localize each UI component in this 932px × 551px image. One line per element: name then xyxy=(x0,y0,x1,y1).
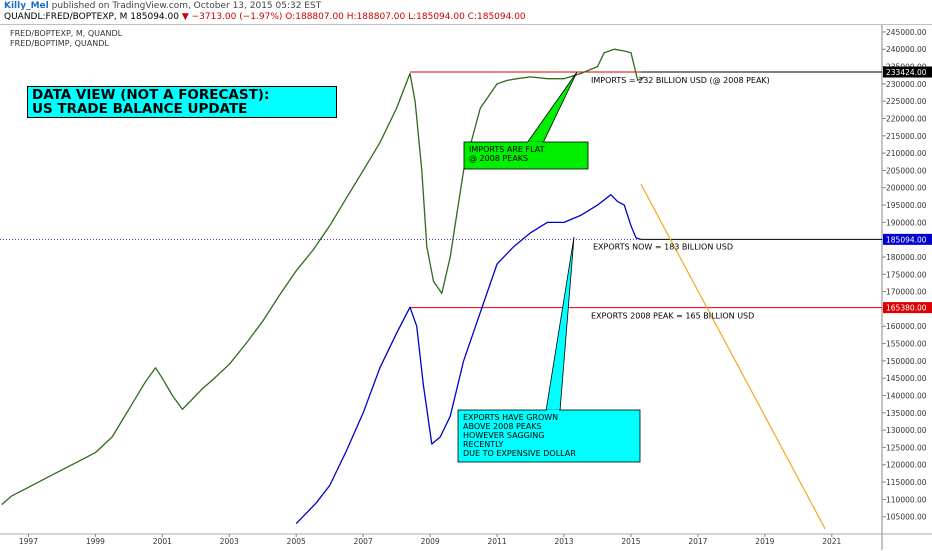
publish-info: Killy_Mel published on TradingView.com, … xyxy=(4,1,321,12)
title-box: DATA VIEW (NOT A FORECAST): US TRADE BAL… xyxy=(27,86,337,118)
exports-callout-text: RECENTLY xyxy=(463,440,504,449)
x-tick-label: 2001 xyxy=(153,537,172,546)
legend-exports[interactable]: FRED/BOPTEXP, M, QUANDL xyxy=(10,29,123,38)
exports-callout-pointer xyxy=(545,236,575,412)
x-tick-label: 2005 xyxy=(287,537,306,546)
exports-callout-box xyxy=(457,409,641,463)
price-change: ▼ −3713.00 (−1.97%) xyxy=(181,12,283,22)
y-tick-label: 215000.00 xyxy=(886,132,927,141)
imports-series-line xyxy=(1,48,645,506)
y-tick-label: 110000.00 xyxy=(886,495,927,504)
ohlc-values: O:188807.00 H:188807.00 L:185094.00 C:18… xyxy=(285,12,526,22)
legend: FRED/BOPTEXP, M, QUANDL FRED/BOPTIMP, QU… xyxy=(10,29,122,49)
exports-callout-text: HOWEVER SAGGING xyxy=(463,431,544,440)
y-tick-label: 205000.00 xyxy=(886,166,927,175)
x-tick-label: 2019 xyxy=(755,537,774,546)
chart-frame xyxy=(0,24,932,551)
x-tick-label: 2013 xyxy=(554,537,573,546)
y-tick-label: 120000.00 xyxy=(886,461,927,470)
y-tick-label: 245000.00 xyxy=(886,28,927,37)
y-tick-label: 220000.00 xyxy=(886,114,927,123)
symbol-info: QUANDL:FRED/BOPTEXP, M 185094.00 ▼ −3713… xyxy=(4,12,526,23)
exports-callout-text: DUE TO EXPENSIVE DOLLAR xyxy=(463,449,576,458)
y-tick-label: 180000.00 xyxy=(886,253,927,262)
x-tick-label: 1997 xyxy=(19,537,38,546)
imports-peak-price-label-bg xyxy=(883,66,932,78)
y-tick-label: 115000.00 xyxy=(886,478,927,487)
imports-callout-text: @ 2008 PEAKS xyxy=(469,154,528,163)
author-link[interactable]: Killy_Mel xyxy=(4,1,49,11)
exports-peak-price-label: 165380.00 xyxy=(886,304,927,313)
y-tick-label: 145000.00 xyxy=(886,374,927,383)
exports-callout-text: ABOVE 2008 PEAKS xyxy=(463,422,542,431)
imports-callout-text: IMPORTS ARE FLAT xyxy=(469,145,545,154)
symbol-name: QUANDL:FRED/BOPTEXP, M xyxy=(4,12,128,22)
title-line-2: US TRADE BALANCE UPDATE xyxy=(32,101,248,117)
y-tick-label: 170000.00 xyxy=(886,288,927,297)
imports-peak-price-label: 233424.00 xyxy=(886,68,927,77)
imports-callout-box xyxy=(463,141,589,170)
imports-annotation: IMPORTS = 232 BILLION USD (@ 2008 PEAK) xyxy=(591,76,770,85)
title-line-1: DATA VIEW (NOT A FORECAST): xyxy=(32,87,270,103)
imports-callout-pointer xyxy=(526,71,578,144)
exports-now-price-label: 185094.00 xyxy=(886,235,927,244)
exports-peak-annotation: EXPORTS 2008 PEAK = 165 BILLION USD xyxy=(591,312,754,321)
x-tick-label: 2009 xyxy=(421,537,440,546)
y-tick-label: 230000.00 xyxy=(886,80,927,89)
y-tick-label: 105000.00 xyxy=(886,513,927,522)
y-tick-label: 225000.00 xyxy=(886,97,927,106)
y-tick-label: 135000.00 xyxy=(886,409,927,418)
x-tick-label: 2021 xyxy=(822,537,841,546)
y-tick-label: 200000.00 xyxy=(886,184,927,193)
y-tick-label: 160000.00 xyxy=(886,322,927,331)
y-tick-label: 175000.00 xyxy=(886,270,927,279)
y-tick-label: 210000.00 xyxy=(886,149,927,158)
y-tick-label: 130000.00 xyxy=(886,426,927,435)
legend-imports[interactable]: FRED/BOPTIMP, QUANDL xyxy=(10,39,109,48)
exports-now-annotation: EXPORTS NOW = 183 BILLION USD xyxy=(593,242,733,251)
exports-peak-price-label-bg xyxy=(883,302,932,314)
y-tick-label: 190000.00 xyxy=(886,218,927,227)
exports-callout-text: EXPORTS HAVE GROWN xyxy=(463,413,558,422)
x-tick-label: 1999 xyxy=(86,537,105,546)
y-tick-label: 240000.00 xyxy=(886,45,927,54)
trend-line xyxy=(640,183,826,530)
exports-series-line xyxy=(295,194,642,525)
y-tick-label: 195000.00 xyxy=(886,201,927,210)
x-tick-label: 2017 xyxy=(688,537,707,546)
y-tick-label: 125000.00 xyxy=(886,443,927,452)
x-tick-label: 2011 xyxy=(488,537,507,546)
x-tick-label: 2003 xyxy=(220,537,239,546)
publish-text: published on TradingView.com, October 13… xyxy=(51,1,322,11)
x-tick-label: 2015 xyxy=(621,537,640,546)
y-tick-label: 155000.00 xyxy=(886,340,927,349)
chart-header: Killy_Mel published on TradingView.com, … xyxy=(0,0,932,24)
x-tick-label: 2007 xyxy=(354,537,373,546)
y-tick-label: 140000.00 xyxy=(886,391,927,400)
y-tick-label: 150000.00 xyxy=(886,357,927,366)
last-price: 185094.00 xyxy=(130,12,179,22)
exports-now-price-label-bg xyxy=(883,233,932,245)
